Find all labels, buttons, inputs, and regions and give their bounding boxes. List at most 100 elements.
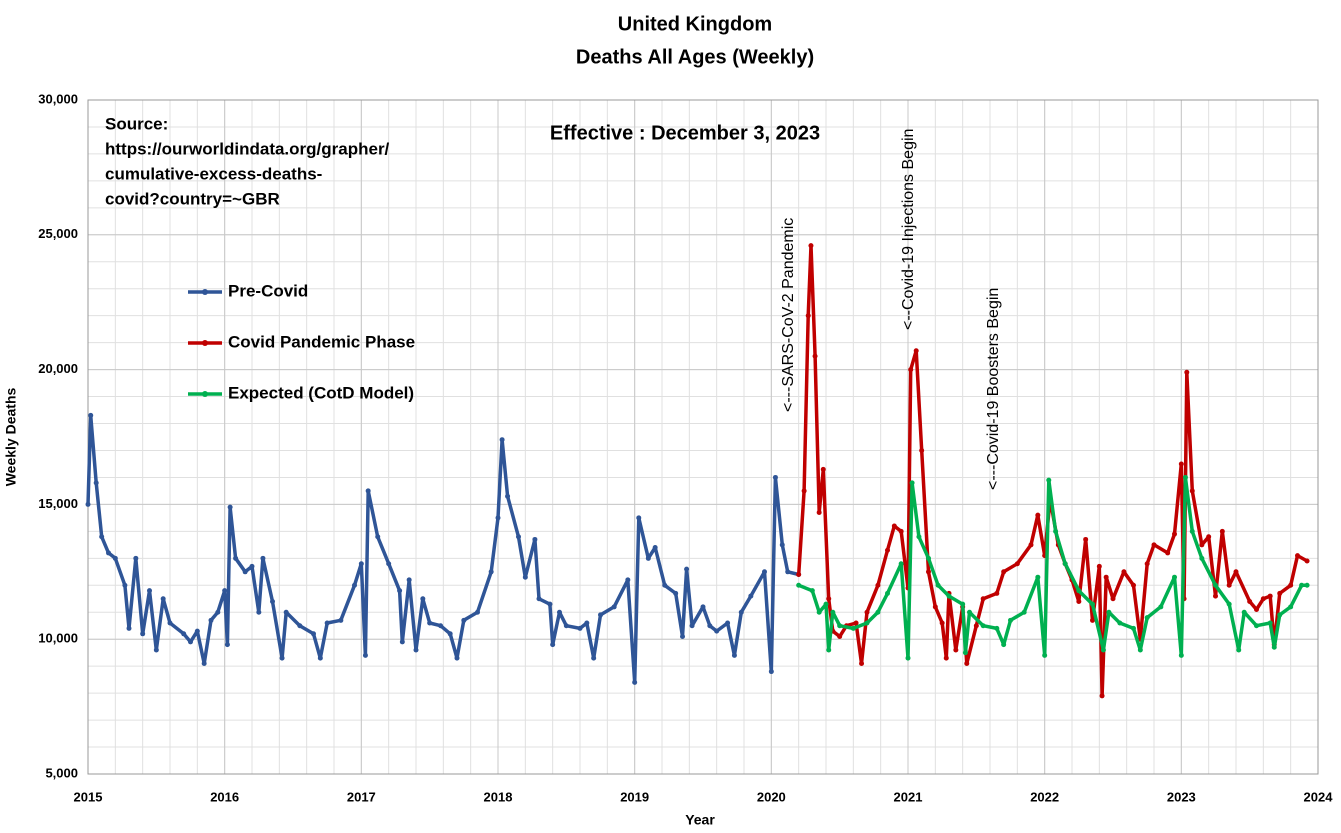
legend-marker [202, 340, 208, 346]
data-point [352, 582, 357, 588]
data-point [283, 609, 289, 615]
data-point [475, 609, 480, 615]
y-axis-label: Weekly Deaths [3, 388, 19, 487]
data-point [891, 523, 897, 529]
data-point [962, 650, 968, 656]
data-point [611, 604, 617, 610]
data-point [133, 555, 139, 561]
data-point [1131, 582, 1136, 588]
data-point [1001, 569, 1007, 575]
data-point [850, 625, 856, 631]
data-point [122, 582, 128, 588]
data-point [1144, 615, 1150, 621]
data-point [557, 609, 562, 615]
annotation: <---Covid-19 Boosters Begin [985, 288, 1002, 490]
data-point [808, 243, 814, 249]
source-text: https://ourworldindata.org/grapher/ [105, 139, 390, 158]
data-point [1247, 598, 1253, 604]
data-point [194, 628, 200, 634]
data-point [499, 437, 505, 443]
data-point [864, 620, 870, 626]
data-point [905, 655, 911, 661]
data-point [953, 647, 959, 653]
data-point [1103, 574, 1109, 580]
data-point [1046, 477, 1052, 483]
data-point [960, 601, 966, 607]
data-point [233, 555, 239, 561]
data-point [201, 660, 207, 666]
data-point [438, 623, 444, 629]
data-point [550, 642, 556, 648]
data-point [1144, 561, 1150, 567]
data-point [980, 623, 986, 629]
data-point [980, 596, 986, 602]
data-point [796, 571, 802, 577]
data-point [1277, 590, 1283, 596]
data-point [188, 639, 193, 645]
effective-date: Effective : December 3, 2023 [550, 122, 820, 144]
data-point [1100, 647, 1106, 653]
data-point [898, 528, 904, 534]
data-point [1137, 647, 1143, 653]
data-point [1076, 598, 1082, 604]
source-text: Source: [105, 114, 168, 133]
data-point [1083, 536, 1089, 542]
data-point [1165, 550, 1171, 556]
data-point [563, 623, 569, 629]
data-point [1267, 593, 1273, 599]
data-point [1226, 601, 1232, 607]
data-point [112, 555, 118, 561]
data-point [215, 609, 221, 615]
data-point [256, 609, 262, 615]
x-tick-label: 2023 [1167, 789, 1196, 804]
data-point [1110, 596, 1116, 602]
x-axis-label: Year [685, 812, 715, 828]
data-point [820, 466, 826, 472]
data-point [1199, 542, 1205, 548]
data-point [1254, 607, 1259, 613]
data-point [1172, 531, 1177, 537]
data-point [362, 652, 368, 658]
data-point [714, 628, 720, 634]
data-point [598, 612, 603, 618]
data-point [859, 660, 865, 666]
data-point [1008, 617, 1013, 623]
data-point [1090, 601, 1095, 607]
data-point [932, 604, 938, 610]
data-point [689, 623, 695, 629]
x-tick-label: 2018 [484, 789, 513, 804]
data-point [1131, 625, 1136, 631]
data-point [1117, 620, 1123, 626]
data-point [413, 647, 419, 653]
data-point [260, 555, 266, 561]
data-point [826, 647, 832, 653]
data-point [908, 367, 914, 373]
data-point [427, 620, 433, 626]
data-point [1178, 652, 1184, 658]
data-point [1226, 582, 1232, 588]
data-point [662, 582, 668, 588]
data-point [645, 555, 651, 561]
data-point [591, 655, 597, 661]
data-point [707, 623, 713, 629]
data-point [242, 569, 248, 575]
data-point [93, 480, 99, 486]
data-point [738, 609, 744, 615]
data-point [160, 596, 166, 602]
data-point [919, 447, 925, 453]
data-point [1151, 542, 1157, 548]
data-point [126, 625, 132, 631]
data-point [1121, 569, 1127, 575]
data-point [1213, 582, 1218, 588]
data-point [249, 563, 255, 569]
data-point [85, 501, 91, 507]
data-point [147, 588, 152, 594]
legend-marker [202, 391, 208, 397]
data-point [762, 569, 767, 575]
data-point [311, 631, 316, 637]
data-point [967, 609, 972, 615]
data-point [516, 534, 521, 540]
data-point [222, 588, 228, 594]
source-text: cumulative-excess-deaths- [105, 164, 322, 183]
